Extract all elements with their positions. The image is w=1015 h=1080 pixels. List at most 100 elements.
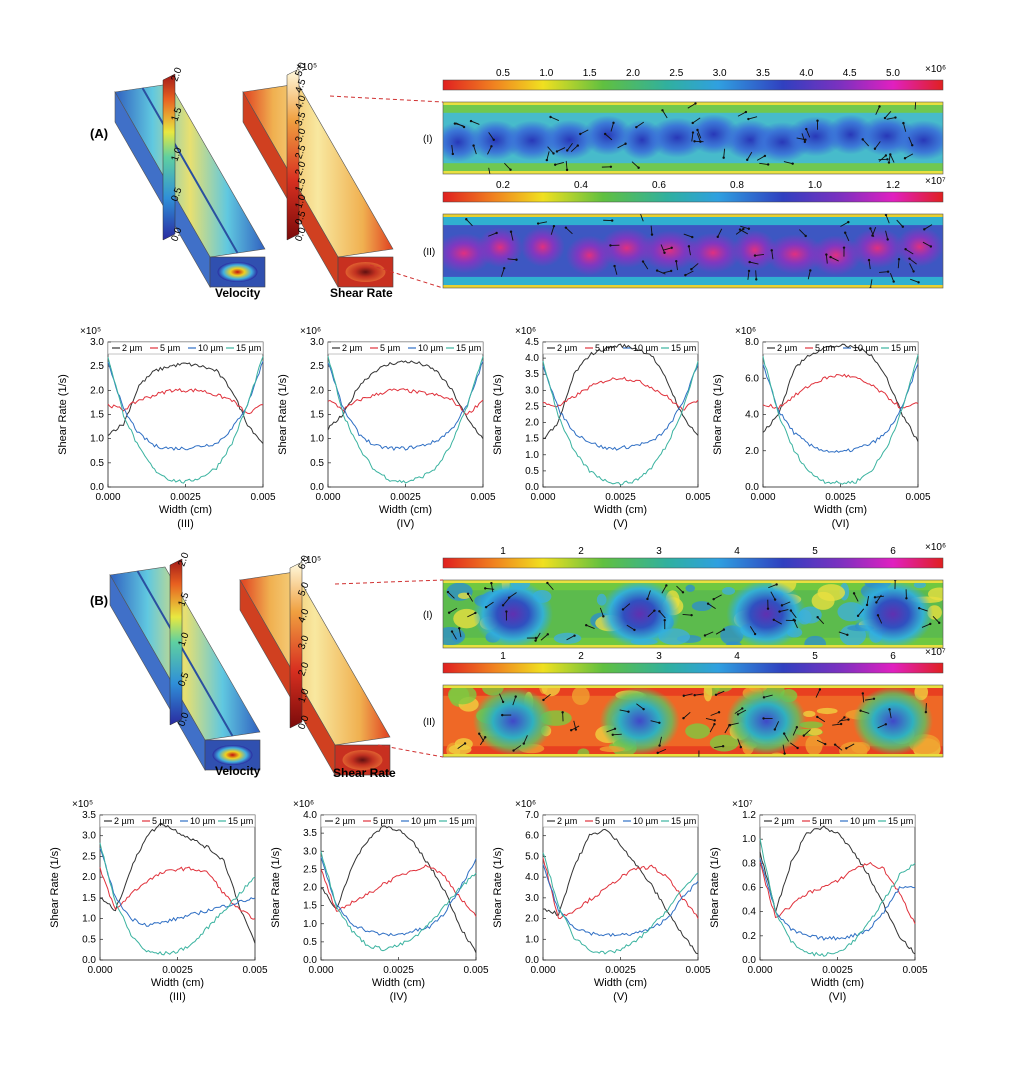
panel-a-zoom-line (369, 264, 444, 289)
chart-3-title: (VI) (832, 518, 850, 530)
panel-a-map-i-field (443, 102, 943, 174)
panel-a-map-i-colorbar-tick: 4.0 (799, 68, 813, 79)
chart-0-ytick: 0.5 (90, 458, 104, 469)
chart-1-legend-label: 15 µm (456, 343, 481, 353)
panel-a-shear-colorbar-tick: 4.0 (293, 94, 308, 111)
chart-1-xtick: 0.0025 (390, 492, 421, 503)
chart-6-xtick: 0.005 (685, 965, 710, 976)
panel-a-velocity-colorbar-tick: 1.0 (169, 146, 184, 163)
chart-5-ytick: 2.5 (303, 864, 317, 875)
chart-0-ylabel: Shear Rate (1/s) (57, 374, 69, 455)
panel-a-map-ii-colorbar-tick: 0.4 (574, 180, 588, 191)
chart-4-ylabel: Shear Rate (1/s) (49, 847, 61, 928)
chart-2-exponent: ×10⁶ (515, 326, 536, 337)
chart-5-xtick: 0.000 (308, 965, 333, 976)
panel-a-velocity-channel (114, 83, 266, 289)
panel-b-map-i-exponent: ×10⁶ (925, 542, 946, 553)
panel-a-map-ii-frame (442, 213, 944, 289)
chart-7-ytick: 0.8 (742, 858, 756, 869)
chart-2-ytick: 1.5 (525, 434, 539, 445)
chart-0-xlabel: Width (cm) (159, 504, 212, 516)
panel-a-shear-colorbar-tick: 0.0 (293, 226, 308, 243)
chart-4-ytick: 2.5 (82, 851, 96, 862)
chart-3-xtick: 0.0025 (825, 492, 856, 503)
chart-1-exponent: ×10⁶ (300, 326, 321, 337)
chart-7-legend-label: 5 µm (812, 816, 832, 826)
panel-b-velocity-colorbar-tick: 1.0 (176, 631, 191, 648)
chart-4-ytick: 3.5 (82, 810, 96, 821)
panel-a-map-i-label: (I) (423, 134, 432, 145)
chart-4-series-10m (99, 848, 256, 927)
panel-b-map-ii-colorbar-tick: 2 (578, 651, 584, 662)
chart-5-series-10m (320, 856, 477, 937)
panel-b-map-ii-colorbar-tick: 5 (812, 651, 818, 662)
panel-a-shear-colorbar-tick: 0.5 (293, 209, 308, 226)
chart-4-series-5m (99, 866, 256, 920)
chart-7-xtick: 0.000 (747, 965, 772, 976)
chart-5-ylabel: Shear Rate (1/s) (270, 847, 282, 928)
chart-6-xtick: 0.0025 (605, 965, 636, 976)
chart-4-legend (99, 814, 256, 828)
chart-1-ytick: 3.0 (310, 337, 324, 348)
panel-b-shear-colorbar-tick: 2.0 (296, 660, 311, 677)
panel-a-map-i-colorbar-tick: 2.5 (669, 68, 683, 79)
panel-b-map-ii-colorbar-tick: 3 (656, 651, 662, 662)
panel-b-shear-exponent: ×10⁵ (300, 555, 321, 566)
chart-3-series-2m (762, 343, 919, 442)
chart-7-series-2m (759, 825, 916, 955)
panel-a-velocity-caption: Velocity (215, 286, 261, 300)
panel-a-shear-colorbar-tick: 2.0 (293, 160, 308, 177)
chart-0-title: (III) (177, 518, 194, 530)
panel-b-map-i-colorbar-tick: 4 (734, 546, 740, 557)
chart-4-legend-label: 2 µm (114, 816, 134, 826)
chart-1-legend-label: 10 µm (418, 343, 443, 353)
chart-0-series-15m (107, 356, 264, 484)
chart-3-series-15m (762, 354, 919, 485)
chart-2-ytick: 2.5 (525, 401, 539, 412)
chart-0-legend-label: 15 µm (236, 343, 261, 353)
panel-b-shear-caption: Shear Rate (333, 766, 396, 780)
chart-6-ytick: 0.0 (525, 955, 539, 966)
chart-4-ytick: 3.0 (82, 831, 96, 842)
chart-3-exponent: ×10⁶ (735, 326, 756, 337)
chart-6-ytick: 5.0 (525, 851, 539, 862)
chart-2-series-15m (542, 360, 699, 486)
panel-b-velocity-caption: Velocity (215, 764, 261, 778)
chart-1-title: (IV) (397, 518, 415, 530)
panel-a-shear-caption: Shear Rate (330, 286, 393, 300)
chart-5 (320, 814, 477, 961)
panel-b-map-ii-frame (442, 684, 944, 758)
panel-b-map-ii-field (443, 685, 943, 757)
chart-0-ytick: 1.5 (90, 410, 104, 421)
chart-1-legend-label: 5 µm (380, 343, 400, 353)
chart-1-series-2m (327, 360, 484, 439)
panel-a-shear-colorbar-tick: 4.5 (293, 77, 308, 94)
chart-1-frame (327, 341, 484, 488)
chart-7-ytick: 0.2 (742, 931, 756, 942)
chart-3-ytick: 0.0 (745, 482, 759, 493)
panel-b-shear-colorbar-tick: 3.0 (296, 634, 311, 651)
chart-2-ytick: 1.0 (525, 450, 539, 461)
panel-b-shear-colorbar-tick: 6.0 (296, 554, 311, 571)
chart-4-exponent: ×10⁵ (72, 799, 93, 810)
chart-3-xtick: 0.005 (905, 492, 930, 503)
chart-4-ytick: 2.0 (82, 872, 96, 883)
chart-2-title: (V) (613, 518, 628, 530)
chart-3-ytick: 8.0 (745, 337, 759, 348)
panel-b-map-i-frame (442, 579, 944, 649)
chart-2-ytick: 3.5 (525, 369, 539, 380)
chart-4-ytick: 1.5 (82, 893, 96, 904)
chart-6-series-10m (542, 864, 699, 938)
chart-3-xlabel: Width (cm) (814, 504, 867, 516)
chart-4-xtick: 0.000 (87, 965, 112, 976)
panel-a-shear-colorbar-tick: 3.0 (293, 127, 308, 144)
chart-0-series-2m (107, 362, 264, 444)
panel-a-map-i-colorbar-tick: 3.0 (713, 68, 727, 79)
chart-4-xtick: 0.0025 (162, 965, 193, 976)
panel-a-map-ii-colorbar-tick: 0.6 (652, 180, 666, 191)
panel-b-shear-colorbar-tick: 5.0 (296, 580, 311, 597)
chart-1-ytick: 2.5 (310, 361, 324, 372)
chart-3-frame (762, 341, 919, 488)
chart-2-legend-label: 2 µm (557, 343, 577, 353)
chart-7-ytick: 0.0 (742, 955, 756, 966)
